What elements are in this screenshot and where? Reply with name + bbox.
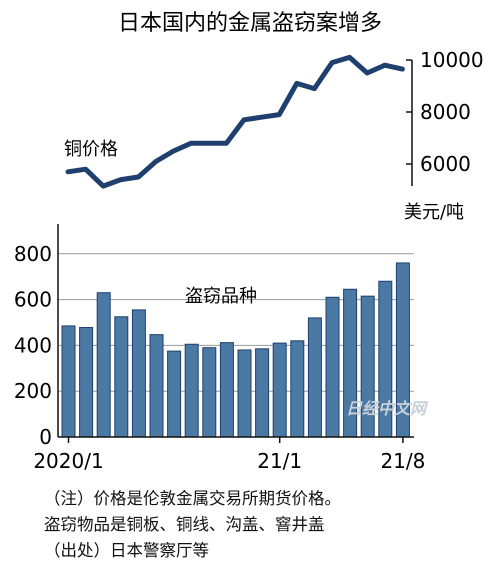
copper-price-chart: 铜价格 美元/吨 10000 8000 6000 [64, 48, 484, 223]
bar-y-tick-label: 600 [14, 288, 52, 312]
theft-count-chart: 800 600 400 200 0 2020/1 21/1 21/8 盗窃品种 日经中文网 [14, 224, 429, 473]
chart-notes: （注）价格是伦敦金属交易所期货价格。 盗窃物品是铜板、铜线、沟盖、窨井盖 （出处… [44, 486, 494, 564]
copper-price-label: 铜价格 [64, 139, 118, 160]
bar-x-ticks: 2020/1 21/1 21/8 [33, 437, 425, 473]
price-ticks: 10000 8000 6000 [406, 48, 484, 176]
price-tick-label: 10000 [420, 48, 484, 72]
theft-bar [61, 325, 76, 438]
bar-x-tick-label: 21/8 [380, 449, 425, 473]
price-tick-label: 6000 [420, 152, 471, 176]
bar-gridlines [58, 253, 414, 392]
theft-bar [237, 349, 252, 438]
price-unit-label: 美元/吨 [404, 202, 464, 223]
theft-bar [149, 334, 164, 438]
bar-x-tick-label: 2020/1 [33, 449, 103, 473]
theft-bar [219, 342, 234, 438]
note-line: （注）价格是伦敦金属交易所期货价格。 [44, 489, 341, 508]
bar-y-tick-label: 400 [14, 333, 52, 357]
theft-bar [167, 350, 182, 438]
theft-bar [272, 342, 287, 438]
bar-y-tick-label: 800 [14, 242, 52, 266]
bar-x-tick-label: 21/1 [257, 449, 302, 473]
theft-series-label: 盗窃品种 [185, 286, 257, 307]
theft-bar [184, 343, 199, 438]
theft-bar [96, 292, 111, 438]
price-tick-label: 8000 [420, 100, 471, 124]
bar-y-tick-label: 200 [14, 379, 52, 403]
theft-bar [114, 316, 129, 438]
theft-bar [131, 309, 146, 438]
theft-bar [290, 340, 305, 438]
bar-y-ticks: 800 600 400 200 0 [14, 242, 52, 449]
theft-bar [202, 347, 217, 438]
note-line: （出处）日本警察厅等 [44, 541, 209, 560]
theft-bar [79, 327, 94, 438]
bar-y-tick-label: 0 [39, 425, 52, 449]
copper-price-line [65, 54, 405, 189]
theft-bars [61, 262, 410, 438]
theft-bar [307, 317, 322, 438]
watermark: 日经中文网 [346, 399, 429, 418]
theft-bar [325, 296, 340, 438]
theft-bar [255, 348, 270, 438]
chart-title: 日本国内的金属盗窃案增多 [118, 11, 382, 36]
note-line: 盗窃物品是铜板、铜线、沟盖、窨井盖 [44, 515, 325, 534]
